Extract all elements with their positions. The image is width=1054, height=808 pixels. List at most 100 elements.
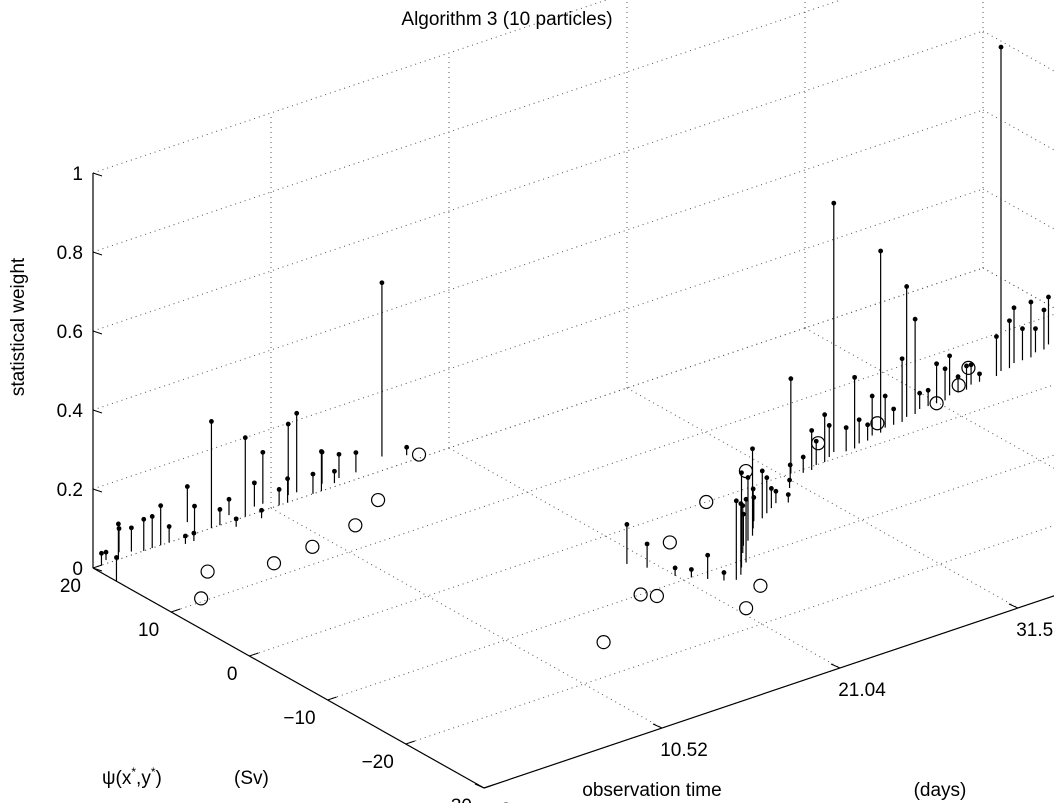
- x-tick-label: 31.56: [1016, 620, 1054, 641]
- particle-stem-head: [852, 374, 858, 380]
- particle-stem-head: [404, 444, 410, 450]
- floor-grid-line: [405, 524, 1054, 745]
- x-axis-unit: (days): [914, 780, 967, 801]
- particle-stem-head: [787, 477, 792, 483]
- particle-stem-head: [800, 454, 806, 460]
- side-wall-grid-line: [982, 267, 1054, 309]
- particle-stem-head: [1028, 299, 1034, 305]
- particle-stem-head: [813, 438, 819, 444]
- particle-stem-head: [158, 503, 164, 509]
- tick-label-layer: 00.20.40.60.8120100−10−20−30010.5221.043…: [57, 164, 1054, 808]
- y-axis-line: [92, 567, 485, 789]
- particle-stem-head: [721, 570, 727, 575]
- observation-marker: [753, 578, 768, 593]
- y-axis-title-sup2: *: [151, 765, 156, 779]
- z-tick-mark: [92, 251, 103, 256]
- side-wall-grid-line: [983, 0, 1054, 93]
- particle-stem-head: [233, 516, 239, 522]
- x-tick-mark: [474, 783, 485, 789]
- particle-stem-head: [705, 552, 711, 558]
- stem-layer: [99, 44, 1051, 582]
- floor-grid-line: [982, 267, 1054, 309]
- particle-stem-head: [116, 526, 122, 531]
- back-wall-grid-line: [92, 109, 984, 411]
- observation-marker: [951, 378, 966, 393]
- axis-layer: [92, 172, 1054, 789]
- observation-marker: [200, 564, 215, 579]
- floor-grid-line: [171, 313, 1054, 613]
- observation-marker: [738, 463, 754, 479]
- y-axis-title-main: ψ(x: [102, 768, 132, 789]
- z-tick-mark: [92, 409, 103, 414]
- y-axis-title-sup1: *: [131, 765, 136, 779]
- observation-marker: [194, 591, 209, 606]
- particle-stem-head: [242, 435, 248, 441]
- particle-stem-head: [764, 475, 770, 481]
- particle-stem-head: [379, 280, 385, 286]
- particle-stem-head: [259, 507, 264, 513]
- particle-stem-head: [1033, 326, 1038, 332]
- particle-stem-head: [968, 362, 974, 368]
- z-tick-mark: [92, 567, 103, 572]
- particle-stem-head: [251, 480, 257, 486]
- particle-stem-head: [1011, 305, 1017, 311]
- side-wall-grid-line: [982, 109, 1054, 151]
- x-tick-mark: [1008, 603, 1019, 609]
- particle-stem-head: [285, 421, 291, 427]
- particle-stem-head: [99, 550, 104, 556]
- particle-stem-head: [226, 496, 232, 502]
- observation-marker: [411, 447, 427, 462]
- observation-layer: [194, 360, 976, 650]
- observation-marker: [961, 360, 976, 375]
- particle-stem-head: [955, 374, 961, 380]
- z-axis-title: statistical weight: [8, 257, 29, 396]
- particle-stem-head: [688, 567, 694, 572]
- particle-stem-head: [353, 450, 359, 455]
- particle-stem-head: [141, 516, 147, 522]
- particle-stem-head: [285, 476, 290, 482]
- observation-marker: [633, 587, 648, 602]
- observation-marker: [739, 601, 754, 616]
- particle-stem-head: [822, 412, 828, 418]
- y-axis-title-mid: ,y: [136, 768, 151, 789]
- particle-stem-head: [310, 471, 316, 477]
- x-tick-mark: [652, 723, 663, 729]
- y-tick-mark: [327, 696, 337, 701]
- particle-stem-head: [964, 363, 969, 369]
- observation-marker: [649, 588, 665, 604]
- particle-stem-head: [768, 486, 774, 491]
- particle-stem-head: [672, 565, 678, 571]
- particle-stem-head: [336, 451, 342, 457]
- y-tick-label: 0: [227, 664, 238, 685]
- particle-stem-head: [891, 406, 897, 412]
- particle-stem-head: [166, 524, 172, 529]
- floor-grid-line: [448, 447, 841, 669]
- y-tick-mark: [405, 740, 415, 745]
- particle-stem-head: [128, 525, 134, 531]
- y-axis-unit: (Sv): [234, 768, 269, 789]
- observation-marker: [699, 494, 714, 510]
- particle-stem-head: [209, 419, 214, 424]
- particle-stem-head: [899, 356, 905, 362]
- particle-stem-head: [869, 393, 875, 399]
- back-wall-grid-line: [92, 30, 984, 332]
- particle-stem-head: [1041, 307, 1047, 313]
- z-tick-label: 0.6: [57, 322, 83, 343]
- y-axis-title: ψ(x*,y*): [102, 765, 162, 789]
- particle-stem-head: [977, 371, 982, 377]
- particle-stem-head: [998, 44, 1004, 50]
- particle-stem-head: [260, 449, 266, 455]
- particle-stem-head: [1007, 318, 1012, 324]
- particle-stem-head: [115, 521, 121, 527]
- observation-marker: [266, 556, 282, 571]
- particle-stem-head: [843, 425, 849, 431]
- floor-grid-line: [327, 454, 1054, 701]
- floor-grid-line: [249, 384, 1054, 657]
- back-wall-grid-line: [92, 188, 984, 490]
- y-tick-label: −10: [283, 708, 315, 729]
- particle-stem-head: [319, 449, 324, 454]
- side-wall-grid-line: [982, 30, 1054, 72]
- z-tick-mark: [92, 488, 103, 493]
- x-axis-title: observation time: [582, 780, 721, 801]
